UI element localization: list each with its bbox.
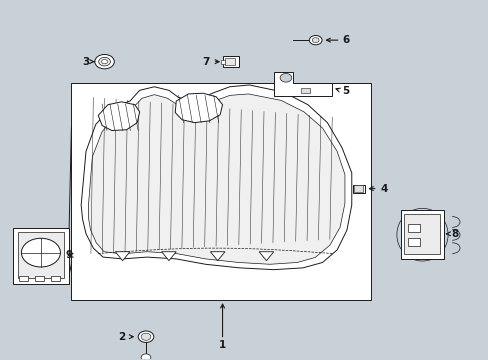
Text: 8: 8 — [451, 229, 458, 239]
Circle shape — [309, 36, 322, 45]
Bar — [19, 276, 27, 281]
Bar — [71, 83, 370, 300]
Text: 6: 6 — [341, 35, 348, 45]
Circle shape — [141, 333, 151, 340]
Bar — [353, 185, 363, 192]
Bar — [407, 224, 419, 232]
Bar — [51, 276, 60, 281]
Bar — [35, 276, 43, 281]
Bar — [400, 211, 444, 259]
Bar — [18, 232, 64, 278]
Bar — [13, 228, 69, 284]
Circle shape — [99, 57, 110, 66]
Polygon shape — [81, 85, 351, 270]
Bar — [407, 238, 419, 246]
Text: 3: 3 — [82, 57, 89, 67]
Polygon shape — [161, 252, 176, 261]
Polygon shape — [273, 72, 331, 96]
Circle shape — [312, 38, 319, 42]
Text: 5: 5 — [341, 86, 348, 96]
Text: 2: 2 — [118, 332, 125, 342]
Bar — [220, 60, 225, 64]
Circle shape — [102, 59, 107, 64]
Circle shape — [21, 238, 61, 267]
Text: 1: 1 — [219, 340, 226, 350]
Circle shape — [280, 73, 291, 82]
Polygon shape — [98, 102, 140, 131]
Bar — [352, 185, 364, 193]
Polygon shape — [259, 252, 273, 261]
Bar — [223, 56, 238, 67]
Bar — [301, 88, 309, 93]
Circle shape — [141, 354, 151, 360]
Polygon shape — [88, 94, 344, 264]
Polygon shape — [175, 93, 222, 123]
Bar — [404, 215, 439, 254]
Polygon shape — [115, 252, 130, 261]
Text: 7: 7 — [202, 57, 209, 67]
Bar — [225, 58, 235, 65]
Circle shape — [95, 54, 114, 69]
Text: 9: 9 — [65, 250, 73, 260]
Polygon shape — [210, 252, 224, 261]
Text: 4: 4 — [379, 184, 386, 194]
Circle shape — [138, 331, 154, 342]
